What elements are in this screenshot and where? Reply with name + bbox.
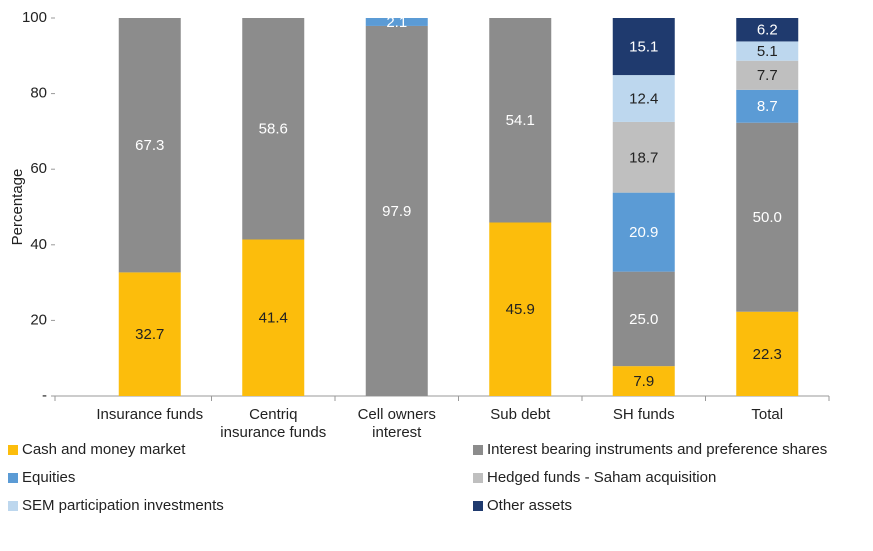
bar-segment xyxy=(612,18,675,76)
data-label: 20.9 xyxy=(629,224,658,241)
legend-label: Interest bearing instruments and prefere… xyxy=(487,441,828,458)
bar-segment xyxy=(736,311,799,396)
x-tick-label: Insurance funds xyxy=(96,406,204,423)
data-label: 67.3 xyxy=(135,137,164,154)
x-tick-label: Sub debt xyxy=(490,406,551,423)
legend-swatch xyxy=(473,472,483,483)
bar-segment xyxy=(612,192,675,272)
bar-segment xyxy=(118,18,181,273)
bar-segment xyxy=(612,121,675,193)
bar-segment xyxy=(736,122,799,312)
bar-segment xyxy=(612,75,675,122)
x-tick-label: Total xyxy=(751,406,784,423)
data-label: 97.9 xyxy=(382,203,411,220)
bar-segment xyxy=(118,272,181,396)
legend-item: Other assets xyxy=(473,497,572,514)
data-label: 58.6 xyxy=(259,121,288,138)
bar-segment xyxy=(365,25,428,397)
y-tick-label: - xyxy=(42,387,47,404)
data-label: 15.1 xyxy=(629,39,658,56)
legend-label: Other assets xyxy=(487,497,573,514)
legend-item: Hedged funds - Saham acquisition xyxy=(473,469,716,486)
data-label: 50.0 xyxy=(753,209,782,226)
legend-item: SEM participation investments xyxy=(8,497,224,514)
y-tick-label: 60 xyxy=(30,160,47,177)
bar-segment xyxy=(612,366,675,396)
legend-swatch xyxy=(473,444,483,455)
data-label: 8.7 xyxy=(757,98,778,115)
legend-item: Interest bearing instruments and prefere… xyxy=(473,441,827,458)
legend-label: Hedged funds - Saham acquisition xyxy=(487,469,717,486)
data-label: 45.9 xyxy=(506,301,535,318)
data-label: 12.4 xyxy=(629,90,658,107)
bar-segment xyxy=(242,18,305,240)
legend-item: Cash and money market xyxy=(8,441,185,458)
bar-segment xyxy=(736,89,799,123)
bar-segment xyxy=(242,239,305,396)
bar-segment xyxy=(736,41,799,61)
legend-label: Equities xyxy=(22,469,76,486)
data-label: 25.0 xyxy=(629,311,658,328)
bar-segment xyxy=(736,18,799,42)
legend-label: Cash and money market xyxy=(22,441,186,458)
bar-segment xyxy=(365,18,428,26)
data-label: 41.4 xyxy=(259,310,288,327)
legend-swatch xyxy=(8,444,18,455)
data-label: 22.3 xyxy=(753,346,782,363)
data-label: 54.1 xyxy=(506,112,535,129)
legend-swatch xyxy=(8,472,18,483)
legend-swatch xyxy=(473,500,483,511)
x-tick-label: Centriq insurance funds xyxy=(220,406,327,441)
legend-label: SEM participation investments xyxy=(22,497,224,514)
y-tick-label: 40 xyxy=(30,236,47,253)
bar-segment xyxy=(489,222,552,396)
x-tick-label: SH funds xyxy=(612,406,675,423)
y-tick-label: 100 xyxy=(22,9,47,26)
data-label: 2.1 xyxy=(386,14,407,31)
legend-swatch xyxy=(8,500,18,511)
data-label: 7.7 xyxy=(757,67,778,84)
data-label: 32.7 xyxy=(135,326,164,343)
legend-item: Equities xyxy=(8,469,75,486)
data-label: 6.2 xyxy=(757,22,778,39)
x-tick-label: Cell owners interest xyxy=(357,406,436,441)
bar-segment xyxy=(489,18,552,223)
y-axis-label: Percentage xyxy=(9,169,26,246)
data-label: 5.1 xyxy=(757,43,778,60)
data-label: 18.7 xyxy=(629,149,658,166)
bar-segment xyxy=(736,60,799,90)
y-tick-label: 80 xyxy=(30,85,47,102)
y-tick-label: 20 xyxy=(30,311,47,328)
data-label: 7.9 xyxy=(633,373,654,390)
bar-segment xyxy=(612,271,675,367)
